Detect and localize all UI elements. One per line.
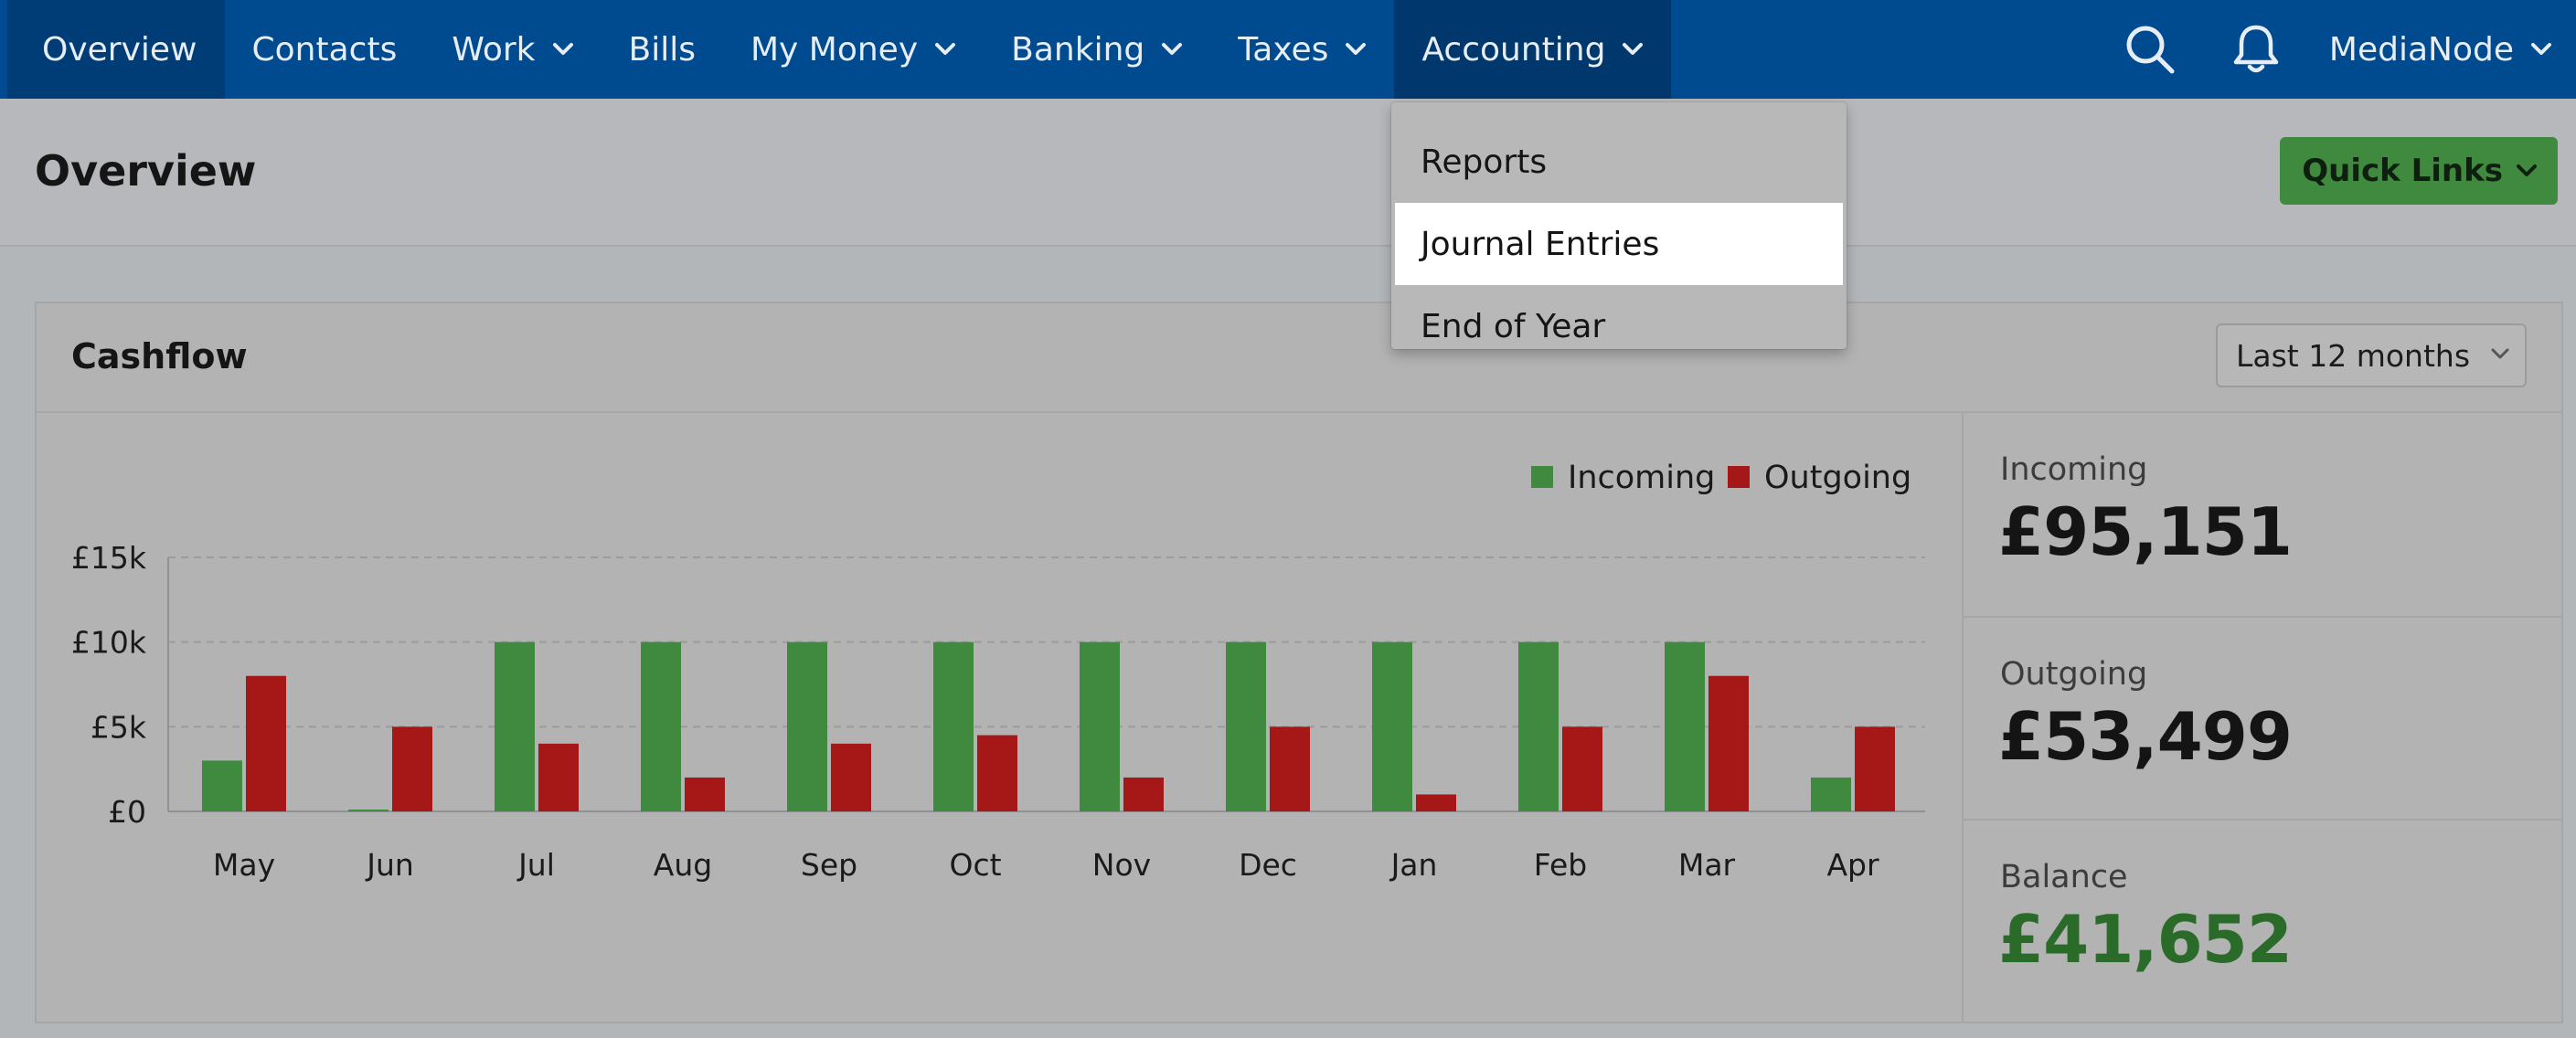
nav-item-contacts[interactable]: Contacts — [225, 0, 425, 99]
bar-incoming — [1811, 777, 1851, 811]
bar-outgoing — [538, 743, 579, 811]
nav-item-label: Contacts — [251, 30, 398, 69]
legend-label: Outgoing — [1764, 460, 1911, 496]
page-title: Overview — [35, 146, 257, 196]
stat-label: Outgoing — [2000, 656, 2148, 693]
y-tick-label: £5k — [90, 709, 147, 745]
bar-incoming — [1518, 641, 1559, 811]
bar-outgoing — [1416, 794, 1456, 811]
x-tick-label: Dec — [1239, 847, 1297, 883]
nav-item-accounting[interactable]: Accounting — [1394, 0, 1672, 99]
x-tick-label: Sep — [801, 847, 857, 883]
bar-incoming — [202, 760, 242, 811]
quick-links-button[interactable]: Quick Links — [2280, 137, 2558, 205]
period-value: Last 12 months — [2236, 337, 2471, 374]
chevron-down-icon — [1622, 42, 1644, 57]
bar-outgoing — [977, 735, 1017, 811]
stat-balance: Balance £41,652 — [1964, 819, 2563, 1023]
menu-item-end-of-year[interactable]: End of Year — [1421, 307, 1606, 345]
nav-item-overview[interactable]: Overview — [7, 0, 225, 99]
x-tick-label: Oct — [949, 847, 1001, 883]
bar-outgoing — [1123, 777, 1164, 811]
x-tick-label: Aug — [654, 847, 712, 883]
bar-incoming — [641, 641, 681, 811]
legend-swatch-outgoing — [1728, 466, 1750, 488]
nav-item-taxes[interactable]: Taxes — [1210, 0, 1394, 99]
stat-value: £95,151 — [1998, 493, 2293, 570]
period-select[interactable]: Last 12 months — [2216, 323, 2527, 387]
card-title: Cashflow — [71, 336, 248, 376]
x-tick-label: Jul — [516, 847, 555, 883]
cashflow-chart: £0 £5k £10k £15k May Jun Jul Aug Sep Oct Nov Dec Jan… — [37, 413, 1962, 1022]
chevron-down-icon — [1161, 42, 1183, 57]
user-menu[interactable]: MediaNode — [2309, 31, 2576, 69]
bar-incoming — [787, 641, 827, 811]
nav-item-label: My Money — [750, 30, 919, 69]
bar-outgoing — [685, 777, 725, 811]
cashflow-stats: Incoming £95,151 Outgoing £53,499 Balance £41… — [1962, 413, 2563, 1022]
bar-incoming — [1665, 641, 1705, 811]
legend-swatch-incoming — [1531, 466, 1553, 488]
nav-item-label: Overview — [42, 30, 197, 69]
y-tick-label: £15k — [71, 540, 147, 576]
stat-incoming: Incoming £95,151 — [1964, 413, 2563, 616]
y-tick-label: £0 — [108, 794, 146, 830]
top-nav: Overview Contacts Work Bills My Money Banking… — [0, 0, 2576, 99]
quick-links-label: Quick Links — [2302, 153, 2503, 189]
bar-incoming — [1080, 641, 1120, 811]
bar-outgoing — [392, 726, 432, 811]
bell-icon[interactable] — [2229, 22, 2283, 77]
user-name: MediaNode — [2328, 30, 2514, 69]
x-tick-label: Mar — [1678, 847, 1736, 883]
stat-value: £41,652 — [1998, 901, 2293, 978]
x-tick-label: Feb — [1534, 847, 1587, 883]
cashflow-chart-svg: £0 £5k £10k £15k May Jun Jul Aug Sep Oct Nov Dec Jan… — [71, 460, 1925, 883]
x-tick-label: Jan — [1389, 847, 1438, 883]
search-icon[interactable] — [2123, 22, 2177, 77]
menu-item-reports[interactable]: Reports — [1421, 143, 1548, 181]
page-header: Overview Quick Links — [0, 99, 2576, 247]
nav-item-label: Bills — [628, 30, 696, 69]
stat-label: Incoming — [2000, 451, 2148, 488]
bar-outgoing — [1562, 726, 1602, 811]
bar-outgoing — [246, 675, 286, 811]
bar-incoming — [348, 810, 389, 811]
bar-outgoing — [1270, 726, 1310, 811]
nav-item-work[interactable]: Work — [424, 0, 601, 99]
x-tick-label: Apr — [1826, 847, 1879, 883]
chevron-down-icon — [1345, 42, 1367, 57]
bar-outgoing — [1708, 675, 1749, 811]
chevron-down-icon — [2530, 42, 2552, 57]
bar-incoming — [495, 641, 535, 811]
menu-item-journal-entries[interactable]: Journal Entries — [1395, 203, 1843, 285]
bar-incoming — [1226, 641, 1266, 811]
nav-item-bills[interactable]: Bills — [601, 0, 723, 99]
nav-item-my-money[interactable]: My Money — [723, 0, 984, 99]
nav-item-label: Accounting — [1421, 30, 1606, 69]
accounting-dropdown-menu: Reports Journal Entries End of Year — [1391, 102, 1847, 349]
nav-item-label: Work — [452, 30, 536, 69]
bar-outgoing — [831, 743, 871, 811]
nav-item-label: Banking — [1011, 30, 1145, 69]
x-tick-label: May — [213, 847, 275, 883]
nav-item-banking[interactable]: Banking — [984, 0, 1210, 99]
bar-incoming — [933, 641, 974, 811]
x-tick-label: Nov — [1092, 847, 1151, 883]
stat-value: £53,499 — [1998, 698, 2293, 775]
nav-right: MediaNode — [2097, 0, 2576, 99]
cashflow-card: Cashflow Last 12 months £0 £5k £10k £15k May… — [35, 302, 2563, 1023]
stat-label: Balance — [2000, 859, 2128, 895]
x-tick-label: Jun — [365, 847, 414, 883]
nav-item-label: Taxes — [1238, 30, 1329, 69]
chevron-down-icon — [934, 42, 956, 57]
chevron-down-icon — [2516, 164, 2538, 178]
card-header: Cashflow Last 12 months — [37, 303, 2561, 413]
y-tick-label: £10k — [71, 625, 147, 661]
chevron-down-icon — [552, 42, 574, 57]
bar-incoming — [1372, 641, 1412, 811]
bar-outgoing — [1855, 726, 1895, 811]
stat-outgoing: Outgoing £53,499 — [1964, 616, 2563, 821]
chevron-down-icon — [2491, 348, 2509, 359]
legend-label: Incoming — [1568, 460, 1715, 496]
